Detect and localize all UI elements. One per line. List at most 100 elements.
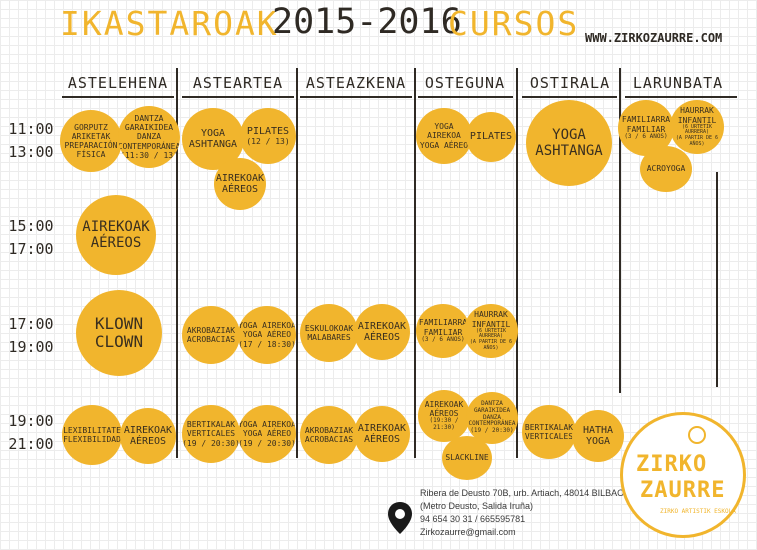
class-label: (11:30 / 13) bbox=[120, 150, 178, 160]
class-label: SLACKLINE bbox=[445, 453, 489, 463]
class-airekoak-aereos[interactable]: AIREKOAK AÉREOS bbox=[120, 408, 176, 464]
day-header-tuesday: ASTEARTEA bbox=[192, 74, 284, 92]
time-slot-3: 17:00 19:00 bbox=[6, 313, 56, 359]
class-flexibilitatea[interactable]: FLEXIBILITATEA FLEXIBILIDAD bbox=[62, 405, 122, 465]
location-pin-icon bbox=[388, 502, 412, 534]
divider bbox=[418, 96, 513, 98]
class-dantza-garaikidea[interactable]: DANTZA GARAIKIDEA DANZA CONTEMPORÁNEA (1… bbox=[466, 392, 518, 444]
logo-text-zaurre: ZAURRE bbox=[640, 478, 726, 503]
class-akrobaziak[interactable]: AKROBAZIAK ACROBACIAS bbox=[300, 406, 358, 464]
class-label: (19 / 20:30) bbox=[182, 438, 240, 448]
class-label: PILATES bbox=[469, 131, 513, 143]
class-label: YOGA bbox=[585, 436, 611, 447]
class-dantza-garaikidea[interactable]: DANTZA GARAIKIDEA DANZA CONTEMPORÁNEA (1… bbox=[118, 106, 180, 168]
class-label: ACROYOGA bbox=[646, 164, 686, 174]
class-pilates[interactable]: PILATES (12 / 13) bbox=[240, 108, 296, 164]
time-slot-4: 19:00 21:00 bbox=[6, 410, 56, 456]
class-label: HAURRAK bbox=[680, 106, 714, 116]
day-header-monday: ASTELEHENA bbox=[67, 74, 169, 92]
class-label: AIREKOAK bbox=[357, 320, 407, 332]
class-pilates[interactable]: PILATES bbox=[466, 112, 516, 162]
class-label: ESKULOKOAK bbox=[304, 323, 354, 333]
class-label: CLOWN bbox=[94, 332, 144, 351]
class-label: HATHA bbox=[582, 424, 614, 436]
class-label: YOGA AIREKOA bbox=[238, 321, 296, 331]
website-link[interactable]: WWW.ZIRKOZAURRE.COM bbox=[585, 31, 723, 45]
time-start: 15:00 bbox=[8, 217, 54, 235]
class-label: (19 / 20:30) bbox=[470, 427, 514, 435]
class-label: AKROBAZIAK bbox=[304, 425, 354, 435]
column-divider bbox=[176, 68, 178, 458]
class-label: FAMILIARRA bbox=[621, 115, 671, 125]
class-label: (3 / 6 ANOS) bbox=[421, 335, 465, 343]
class-airekoak-aereos[interactable]: AIREKOAK AÉREOS bbox=[354, 304, 410, 360]
time-slot-1: 11:00 13:00 bbox=[6, 118, 56, 164]
class-yoga-airekoa[interactable]: YOGA AIREKOA YOGA AÉREO (19 / 20:30) bbox=[238, 405, 296, 463]
unicycle-icon bbox=[688, 426, 706, 444]
class-label: BERTIKALAK bbox=[186, 420, 236, 430]
class-airekoak-aereos[interactable]: AIREKOAK AÉREOS bbox=[214, 158, 266, 210]
class-label: BERTIKALAK bbox=[524, 422, 574, 432]
divider bbox=[182, 96, 294, 98]
address-block: Ribera de Deusto 70B, urb. Artiach, 4801… bbox=[420, 487, 624, 539]
day-header-saturday: LARUNBATA bbox=[632, 74, 724, 92]
day-header-wednesday: ASTEAZKENA bbox=[305, 74, 407, 92]
time-start: 11:00 bbox=[8, 120, 54, 138]
class-label: (3 / 6 ANOS) bbox=[624, 132, 668, 140]
divider bbox=[62, 96, 174, 98]
class-label: YOGA AIREKOA bbox=[238, 420, 296, 430]
class-haurrak[interactable]: HAURRAK INFANTIL (6 URTETIK AURRERA) (A … bbox=[464, 304, 518, 358]
class-label: AÉREOS bbox=[429, 409, 459, 419]
class-eskulokoak[interactable]: ESKULOKOAK MALABARES bbox=[300, 304, 358, 362]
class-label: YOGA bbox=[200, 127, 226, 139]
class-label: AÉREOS bbox=[363, 434, 401, 445]
class-label: AIREKOAK bbox=[215, 172, 265, 184]
zirkozaurre-logo bbox=[620, 412, 746, 538]
class-yoga-airekoa[interactable]: YOGA AIREKOA YOGA AÉREO (17 / 18:30) bbox=[238, 306, 296, 364]
class-label: (6 URTETIK AURRERA) bbox=[681, 123, 713, 136]
class-slackline[interactable]: SLACKLINE bbox=[442, 436, 492, 480]
class-acroyoga[interactable]: ACROYOGA bbox=[640, 146, 692, 192]
class-bertikalak[interactable]: BERTIKALAK VERTICALES (19 / 20:30) bbox=[182, 405, 240, 463]
class-familiarra[interactable]: FAMILIARRA FAMILIAR (3 / 6 ANOS) bbox=[618, 100, 674, 156]
class-airekoak-aereos[interactable]: AIREKOAK AÉREOS (19:30 / 21:30) bbox=[418, 390, 470, 442]
class-yoga-airekoa[interactable]: YOGA AIREKOA YOGA AÉREO bbox=[416, 108, 472, 164]
class-haurrak[interactable]: HAURRAK INFANTIL (6 URTETIK AURRERA) (A … bbox=[670, 100, 724, 154]
class-akrobaziak[interactable]: AKROBAZIAK ACROBACIAS bbox=[182, 306, 240, 364]
class-label: DANZA bbox=[482, 413, 502, 421]
class-label: AÉREOS bbox=[129, 436, 167, 447]
class-label: CONTEMPORÁNEA bbox=[118, 141, 180, 151]
class-hatha-yoga[interactable]: HATHA YOGA bbox=[572, 410, 624, 462]
class-airekoak-aereos[interactable]: AIREKOAK AÉREOS bbox=[354, 406, 410, 462]
class-label: (12 / 13) bbox=[246, 137, 290, 147]
class-label: GORPUTZ bbox=[74, 122, 108, 132]
time-end: 19:00 bbox=[8, 338, 54, 356]
class-bertikalak[interactable]: BERTIKALAK VERTICALES bbox=[522, 405, 576, 459]
class-familiarra[interactable]: FAMILIARRA FAMILIAR (3 / 6 ANOS) bbox=[416, 304, 470, 358]
address-line: Ribera de Deusto 70B, urb. Artiach, 4801… bbox=[420, 488, 625, 498]
class-klown-clown[interactable]: KLOWN CLOWN bbox=[76, 290, 162, 376]
class-airekoak-aereos[interactable]: AIREKOAK AÉREOS bbox=[76, 195, 156, 275]
class-gorputz-ariketak[interactable]: GORPUTZ ARIKETAK PREPARACIÓN FÍSICA bbox=[60, 110, 122, 172]
class-label: ACROBACIAS bbox=[186, 335, 236, 344]
class-label: GARAIKIDEA bbox=[473, 406, 511, 414]
column-divider bbox=[414, 68, 416, 458]
logo-tagline: ZIRKO ARTISTIK ESKOLA bbox=[660, 508, 736, 515]
time-start: 17:00 bbox=[8, 315, 54, 333]
class-label: ASHTANGA bbox=[535, 143, 603, 159]
class-label: GARAIKIDEA bbox=[124, 123, 174, 133]
class-label: AÉREOS bbox=[363, 332, 401, 343]
class-label: FLEXIBILITATEA bbox=[62, 425, 122, 435]
column-divider bbox=[716, 172, 718, 387]
class-label: AIREKOAK bbox=[424, 399, 464, 409]
class-label: YOGA AIREKOA bbox=[427, 122, 461, 141]
class-label: YOGA AÉREO bbox=[419, 140, 469, 150]
class-yoga-ashtanga[interactable]: YOGA ASHTANGA bbox=[526, 100, 612, 186]
class-label: HAURRAK bbox=[474, 310, 508, 320]
column-divider bbox=[296, 68, 298, 458]
class-label: KLOWN bbox=[94, 313, 144, 333]
email-address[interactable]: Zirkozaurre@gmail.com bbox=[420, 527, 516, 537]
day-header-thursday: OSTEGUNA bbox=[424, 74, 506, 92]
class-label: DANTZA bbox=[481, 399, 503, 407]
title-cursos: CURSOS bbox=[448, 4, 580, 43]
